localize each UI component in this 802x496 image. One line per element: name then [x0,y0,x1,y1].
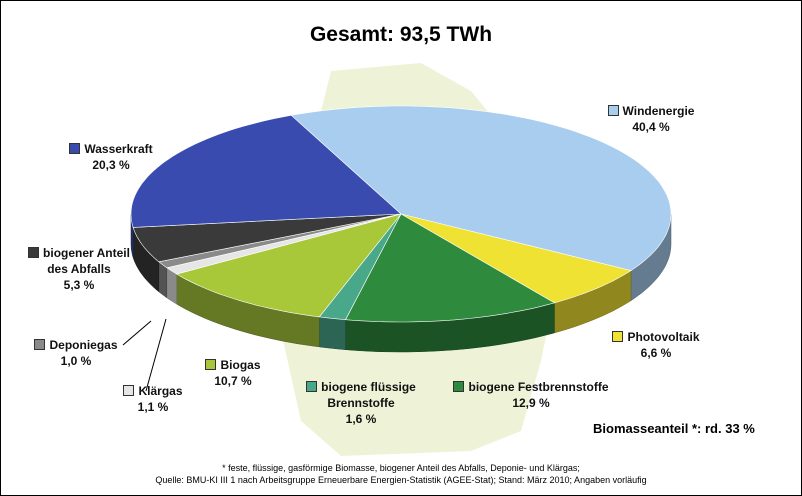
legend-swatch [306,381,318,392]
leader-line [122,320,152,346]
pie-slice-side [319,316,346,350]
legend-swatch [123,385,135,396]
slice-label: Klärgas [138,384,183,398]
legend-item: Wasserkraft 20,3 % [51,141,171,173]
value-label: 10,7 % [214,374,252,388]
value-label: 1,1 % [137,400,169,414]
legend-swatch [205,359,217,370]
legend-swatch [69,143,81,154]
legend-item: Windenergie 40,4 % [571,103,731,135]
legend-item: Photovoltaik 6,6 % [596,329,716,361]
slice-label: Windenergie [622,104,695,118]
pie-slice [345,213,556,323]
pie-slice [175,213,402,318]
slice-label: Photovoltaik [627,330,700,344]
legend-swatch [28,247,40,258]
pie-slice [400,213,632,304]
legend-swatch [612,331,624,342]
footnote: Quelle: BMU-KI III 1 nach Arbeitsgruppe … [155,475,647,485]
annotation: Biomasseanteil *: rd. 33 % [593,421,755,436]
chart-title: Gesamt: 93,5 TWh [309,23,493,46]
legend-item: Klärgas 1,1 % [113,383,193,415]
leader-line [145,318,167,392]
pie [130,105,672,353]
legend-swatch [453,381,465,392]
slice-label: Deponiegas [49,338,118,352]
value-label: 40,4 % [632,120,670,134]
value-label: 5,3 % [63,278,95,292]
legend-item: Deponiegas 1,0 % [26,337,126,369]
legend-swatch [607,105,619,116]
slice-label: Biogas [220,358,261,372]
slice-label: biogene Festbrennstoffe [468,380,609,394]
value-label: 12,9 % [512,396,550,410]
slice-label: biogener Anteil des Abfalls [43,246,130,276]
value-label: 20,3 % [92,158,130,172]
value-label: 1,6 % [345,412,377,426]
value-label: 1,0 % [60,354,92,368]
footnote: * feste, flüssige, gasförmige Biomasse, … [222,463,580,473]
legend-item: biogener Anteil des Abfalls 5,3 % [19,245,139,293]
legend-item: Biogas 10,7 % [193,357,273,389]
slice-label: Wasserkraft [84,142,153,156]
value-label: 6,6 % [640,346,672,360]
pie-slice [290,105,672,271]
slice-label: biogene flüssige Brennstoffe [321,380,416,410]
legend-item: biogene Festbrennstoffe 12,9 % [431,379,631,411]
pie-slice [130,114,402,228]
legend-item: biogene flüssige Brennstoffe 1,6 % [286,379,436,427]
pie-slice [132,213,402,263]
legend-swatch [34,339,46,350]
